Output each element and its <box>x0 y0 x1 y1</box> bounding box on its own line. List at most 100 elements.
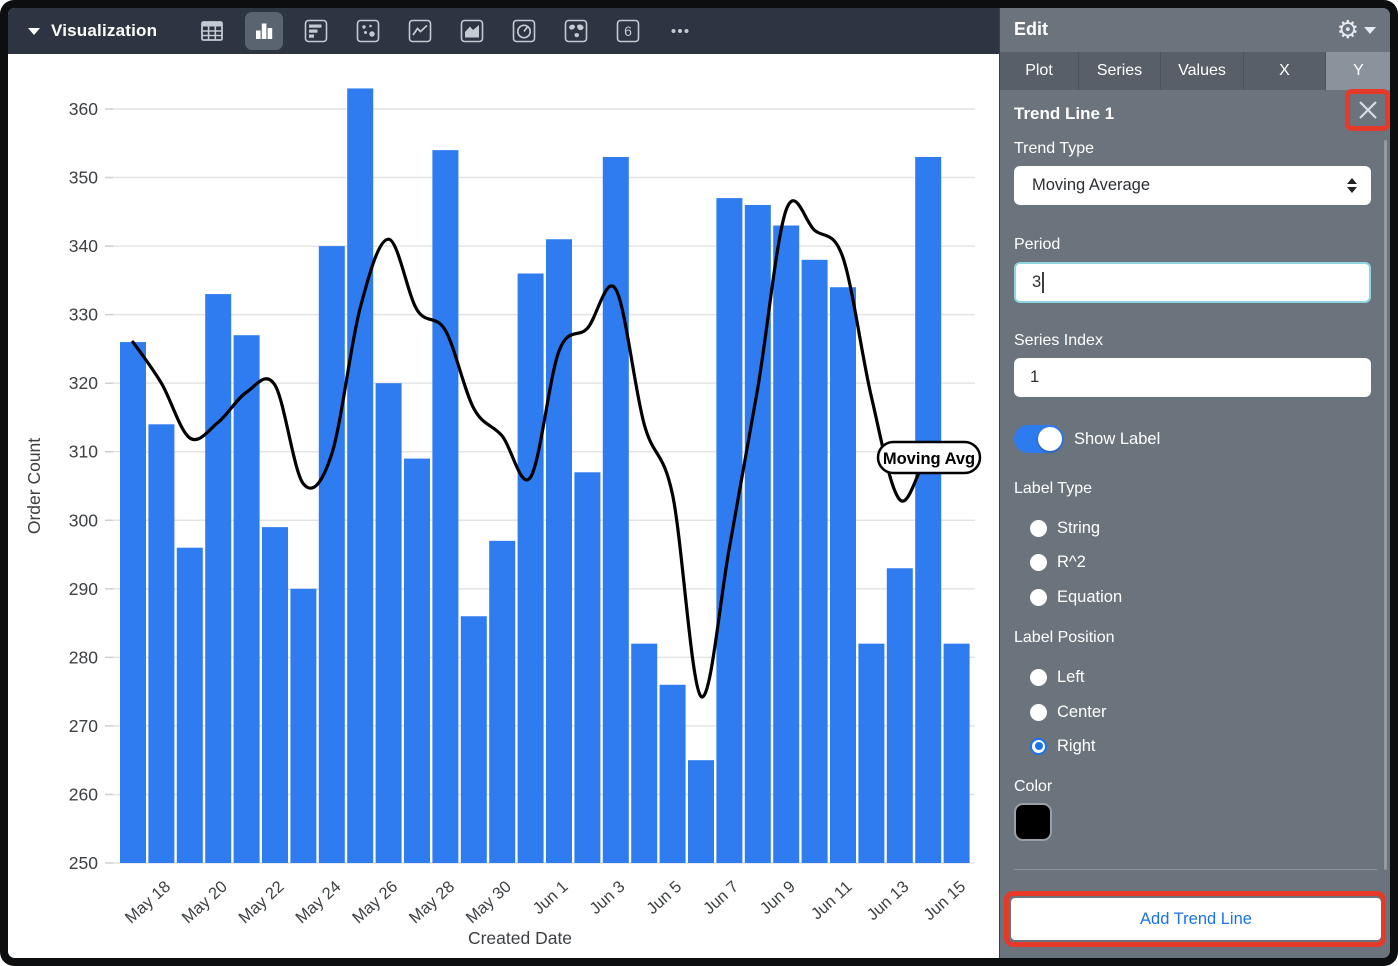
panel-title: Edit <box>1014 19 1048 39</box>
y-tick-label: 330 <box>69 305 98 325</box>
scatter-plot-icon[interactable] <box>349 12 387 50</box>
bar <box>773 225 800 863</box>
x-tick-label: May 30 <box>463 878 515 928</box>
bar <box>886 568 913 863</box>
bar <box>716 198 743 863</box>
x-tick-label: Jun 9 <box>757 878 799 918</box>
radio-center[interactable]: Center <box>1030 703 1107 721</box>
y-tick-label: 350 <box>69 168 98 188</box>
x-tick-label: Jun 15 <box>920 878 969 925</box>
area-chart-icon[interactable] <box>453 12 491 50</box>
color-swatch[interactable] <box>1014 803 1052 841</box>
single-value-icon[interactable]: 6 <box>609 12 647 50</box>
period-label: Period <box>1014 236 1061 253</box>
radio-equation[interactable]: Equation <box>1030 588 1122 606</box>
series-index-label: Series Index <box>1014 332 1103 349</box>
radio-string[interactable]: String <box>1030 519 1100 537</box>
pie-chart-icon[interactable] <box>505 12 543 50</box>
svg-text:6: 6 <box>624 23 632 39</box>
x-tick-label: Jun 5 <box>643 878 685 918</box>
bar <box>631 643 658 863</box>
series-index-input[interactable]: 1 <box>1014 358 1371 397</box>
series-index-value: 1 <box>1030 368 1040 386</box>
radio-unselected-icon <box>1030 588 1047 606</box>
x-tick-label: May 18 <box>122 878 174 928</box>
tab-y[interactable]: Y <box>1326 52 1390 90</box>
tab-plot[interactable]: Plot <box>1000 52 1079 90</box>
horizontal-bar-chart-icon[interactable] <box>297 12 335 50</box>
trend-line-title: Trend Line 1 <box>1014 104 1115 123</box>
settings-button[interactable]: ⚙ <box>1337 17 1376 43</box>
bar <box>120 342 146 864</box>
x-tick-label: Jun 13 <box>864 878 913 925</box>
bar <box>432 150 459 863</box>
radio-unselected-icon <box>1030 519 1047 537</box>
show-label-text: Show Label <box>1074 429 1161 448</box>
bar <box>574 472 601 863</box>
tab-x[interactable]: X <box>1244 52 1326 90</box>
panel-scrollbar[interactable] <box>1384 140 1387 870</box>
trend-line-close-button[interactable] <box>1345 89 1390 131</box>
gear-icon: ⚙ <box>1336 15 1359 44</box>
label-type-label: Label Type <box>1014 480 1092 497</box>
line-chart-icon[interactable] <box>401 12 439 50</box>
bar <box>404 458 430 863</box>
visualization-pane: Visualization 6 250 260 270 280 290 300 310 320… <box>8 8 999 958</box>
bar <box>602 156 629 863</box>
bar <box>830 287 856 863</box>
bar <box>233 335 260 863</box>
bar <box>375 383 402 863</box>
visualization-menu[interactable]: Visualization <box>8 21 193 41</box>
bar <box>290 588 317 863</box>
bar <box>688 760 714 863</box>
edit-panel: Edit ⚙ Plot Series Values X Y Trend Line 1 T… <box>999 8 1390 958</box>
x-tick-label: May 26 <box>349 878 401 928</box>
more-options-icon[interactable] <box>661 12 699 50</box>
bar <box>517 273 544 863</box>
y-tick-label: 280 <box>69 647 98 667</box>
show-label-toggle[interactable] <box>1014 425 1064 453</box>
bar <box>176 547 203 863</box>
tab-values[interactable]: Values <box>1161 52 1244 90</box>
bar <box>489 540 516 863</box>
color-label: Color <box>1014 778 1053 795</box>
trend-type-label: Trend Type <box>1014 140 1095 157</box>
x-tick-label: Jun 3 <box>586 878 628 918</box>
x-tick-label: May 28 <box>406 878 458 928</box>
caret-down-icon <box>28 27 40 35</box>
bar <box>801 259 828 863</box>
toolbar-icons: 6 <box>193 12 699 50</box>
tab-series[interactable]: Series <box>1079 52 1161 90</box>
divider <box>1014 869 1377 870</box>
trend-type-select[interactable]: Moving Average <box>1014 166 1371 205</box>
trend-line <box>131 199 959 699</box>
radio-right[interactable]: Right <box>1030 737 1096 755</box>
radio-unselected-icon <box>1030 668 1047 686</box>
x-tick-label: May 20 <box>179 878 231 928</box>
trend-label-text: Moving Avg <box>883 450 975 468</box>
y-tick-label: 340 <box>69 236 98 256</box>
radio-r-2[interactable]: R^2 <box>1030 553 1086 571</box>
bar-chart-icon[interactable] <box>245 12 283 50</box>
table-icon[interactable] <box>193 12 231 50</box>
chevron-down-icon <box>1364 26 1376 34</box>
bar <box>546 239 572 864</box>
radio-left[interactable]: Left <box>1030 668 1085 686</box>
bar <box>858 643 885 863</box>
trend-type-value: Moving Average <box>1032 176 1151 194</box>
radio-selected-icon <box>1030 737 1047 755</box>
map-icon[interactable] <box>557 12 595 50</box>
bar <box>318 246 345 864</box>
updown-arrows-icon <box>1347 178 1357 193</box>
close-icon <box>1358 101 1377 119</box>
toolbar-title: Visualization <box>51 21 158 40</box>
chart-area: 250 260 270 280 290 300 310 320 330 340 350 360 May … <box>8 54 999 958</box>
period-input[interactable]: 3 <box>1014 262 1371 303</box>
bar-chart: 250 260 270 280 290 300 310 320 330 340 350 360 May … <box>24 88 982 948</box>
add-trend-line-button[interactable]: Add Trend Line <box>1011 898 1381 940</box>
bar <box>347 88 374 863</box>
x-tick-label: May 24 <box>292 878 344 928</box>
label-position-label: Label Position <box>1014 629 1115 646</box>
y-tick-label: 290 <box>69 579 98 599</box>
radio-unselected-icon <box>1030 553 1047 571</box>
